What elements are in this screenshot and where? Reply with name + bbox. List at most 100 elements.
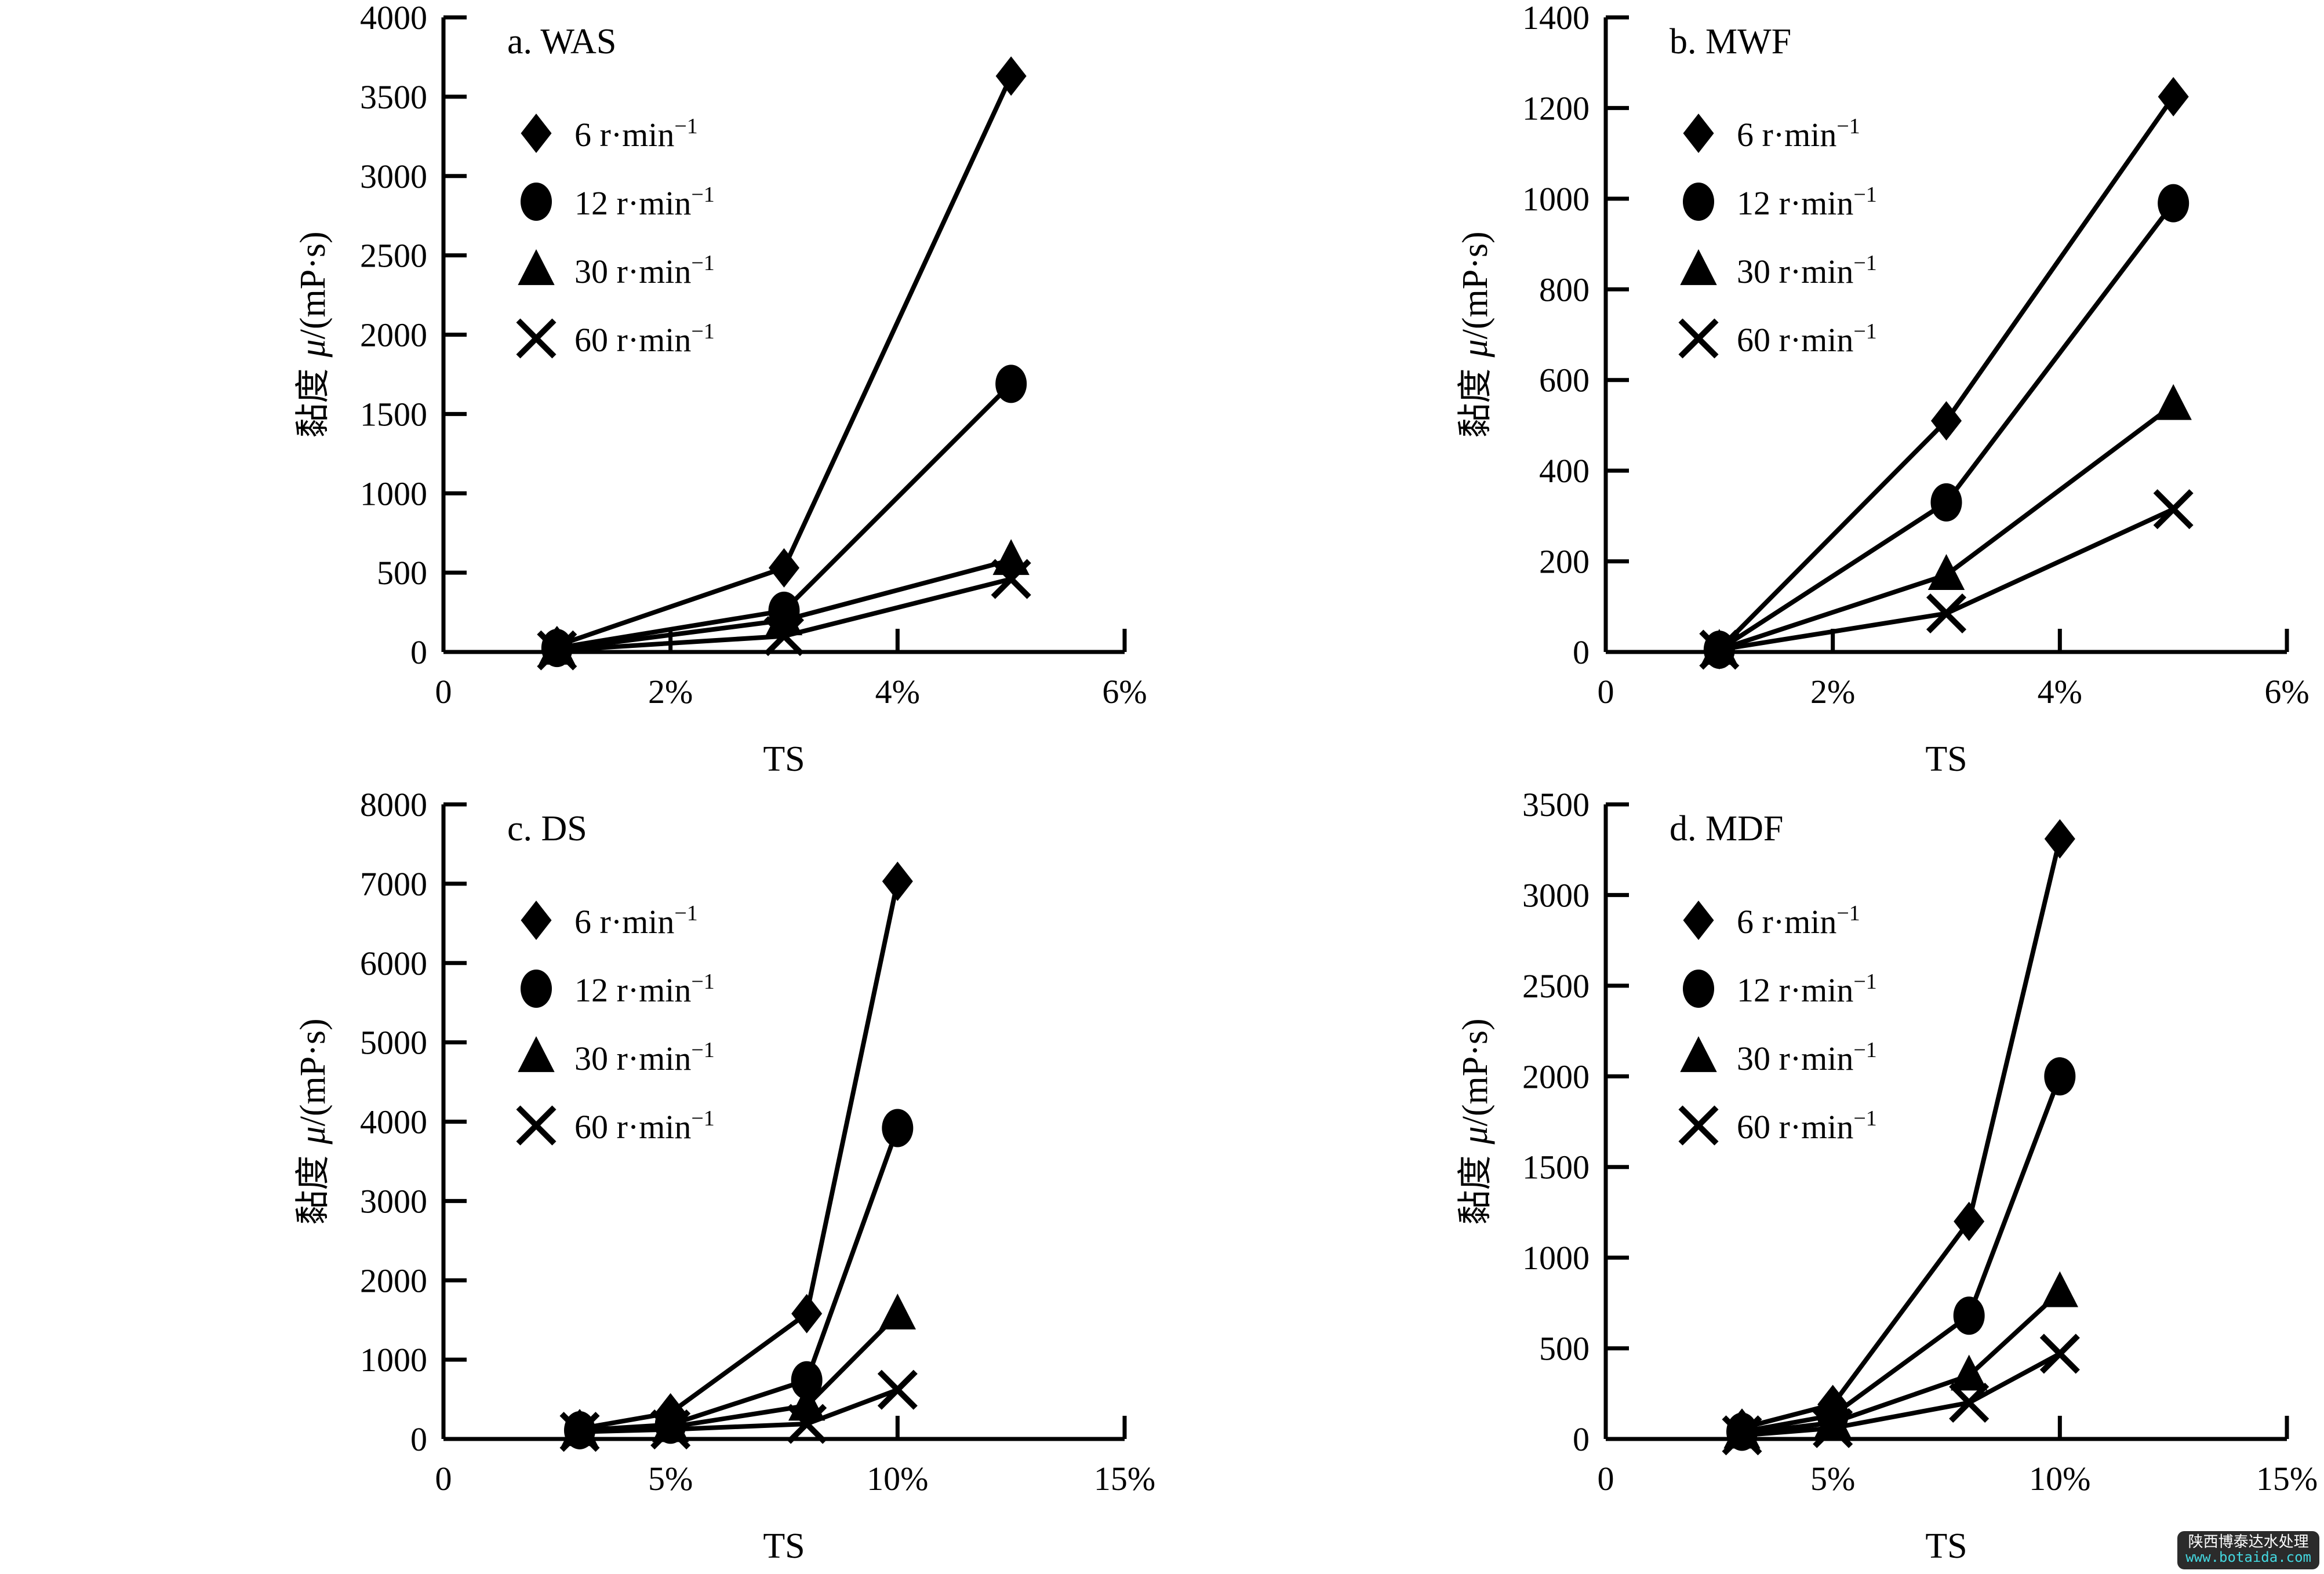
- diamond-marker: [2158, 76, 2189, 116]
- diamond-marker: [882, 861, 913, 901]
- panel-title: c. DS: [507, 809, 587, 848]
- diamond-marker: [1930, 401, 1962, 441]
- cross-marker: [991, 559, 1031, 599]
- panel-b: 0 200 400 600 800 1000 1200 1400 0 2% 4% 6% TS 黏度 μ/(…: [1162, 0, 2324, 787]
- y-axis-title-cn: 黏度: [1455, 358, 1496, 438]
- y-tick-label: 1000: [1522, 1239, 1590, 1277]
- y-tick-label: 4000: [360, 0, 427, 37]
- legend-label-text: 30 r·min: [574, 253, 691, 290]
- legend-circle-marker: [1683, 183, 1714, 221]
- y-axis-title: 黏度 μ/(mP·s): [1455, 1018, 1496, 1225]
- y-tick-label: 0: [410, 1420, 427, 1458]
- cross-marker: [1926, 593, 1967, 634]
- legend-label: 6 r·min−1: [574, 901, 698, 941]
- panel-title: d. MDF: [1670, 809, 1783, 848]
- cross-marker: [2153, 489, 2194, 530]
- y-tick-label: 1200: [1522, 89, 1590, 127]
- series-line-cross: [1741, 1351, 2061, 1438]
- legend-label-exponent: −1: [691, 1038, 714, 1062]
- legend-label-exponent: −1: [691, 319, 714, 344]
- panel-a: 0 500 1000 1500 2000 2500 3000 3500 4000 0 2% 4% 6% T…: [0, 0, 1162, 787]
- y-axis-title-text: 黏度 μ/(mP·s): [1455, 1018, 1496, 1225]
- triangle-marker: [1814, 1401, 1852, 1438]
- watermark-company: 陕西博泰达水处理: [2188, 1533, 2309, 1551]
- legend-triangle-marker: [518, 249, 555, 285]
- y-tick-label: 6000: [360, 945, 427, 982]
- legend-label-text: 6 r·min: [1737, 903, 1836, 941]
- x-axis-title: TS: [1925, 1526, 1967, 1566]
- y-tick-label: 5000: [360, 1024, 427, 1062]
- legend-diamond-marker: [521, 114, 552, 153]
- series-line-circle: [1741, 1075, 2063, 1434]
- x-tick-label: 0: [1598, 1460, 1614, 1498]
- legend-cross-marker: [1678, 1105, 1719, 1146]
- legend-circle-marker: [521, 183, 552, 221]
- triangle-marker: [1723, 1412, 1761, 1449]
- legend-label-exponent: −1: [1836, 901, 1860, 926]
- legend-label: 12 r·min−1: [574, 183, 715, 222]
- x-tick-label: 2%: [648, 673, 693, 711]
- legend-label-exponent: −1: [1853, 970, 1876, 994]
- cross-marker: [1699, 629, 1740, 670]
- y-axis-title: 黏度 μ/(mP·s): [293, 1018, 333, 1225]
- triangle-marker: [1927, 554, 1965, 590]
- legend-label-exponent: −1: [674, 901, 697, 926]
- cross-marker: [763, 616, 805, 657]
- cross-marker: [537, 630, 577, 671]
- circle-marker: [2044, 1057, 2076, 1096]
- x-tick-label: 10%: [2029, 1460, 2090, 1498]
- legend-label-text: 6 r·min: [574, 116, 674, 154]
- x-tick-label: 15%: [2256, 1460, 2318, 1498]
- legend-label-text: 30 r·min: [1737, 1040, 1853, 1077]
- x-axis-title: TS: [1925, 739, 1967, 779]
- y-tick-label: 200: [1539, 543, 1590, 581]
- y-tick-label: 3000: [1522, 876, 1590, 914]
- diamond-marker: [995, 56, 1027, 96]
- y-tick-label: 2000: [360, 316, 427, 354]
- y-tick-label: 400: [1539, 452, 1590, 490]
- x-tick-label: 5%: [648, 1460, 693, 1498]
- legend-label-text: 6 r·min: [1737, 116, 1836, 154]
- series-line-circle: [579, 1127, 900, 1433]
- cross-marker: [2039, 1333, 2080, 1374]
- circle-marker: [995, 365, 1027, 403]
- y-tick-label: 2000: [360, 1262, 427, 1299]
- diamond-marker: [791, 1294, 823, 1333]
- y-axis-title-symbol: μ: [1456, 339, 1495, 358]
- panel-title: a. WAS: [507, 22, 616, 61]
- legend-label: 30 r·min−1: [1737, 251, 1877, 290]
- legend-diamond-marker: [521, 901, 552, 940]
- series-line-diamond: [579, 880, 900, 1431]
- circle-marker: [791, 1361, 823, 1400]
- legend-label: 30 r·min−1: [574, 251, 715, 290]
- legend-cross-marker: [516, 1105, 557, 1146]
- x-axis-title: TS: [763, 1526, 805, 1566]
- legend-label-text: 30 r·min: [574, 1040, 691, 1077]
- legend-circle-marker: [521, 970, 552, 1008]
- y-tick-label: 3000: [360, 1182, 427, 1220]
- y-tick-label: 500: [377, 554, 427, 592]
- circle-marker: [1953, 1296, 1985, 1335]
- cross-marker: [1722, 1415, 1762, 1456]
- legend-circle-marker: [1683, 970, 1714, 1008]
- y-axis-title-unit: /(mP·s): [1456, 231, 1495, 339]
- legend-label-text: 60 r·min: [574, 321, 691, 359]
- legend-label-text: 6 r·min: [574, 903, 674, 941]
- series-line-triangle: [579, 1313, 900, 1434]
- legend-label: 60 r·min−1: [574, 1106, 715, 1146]
- legend-label-text: 60 r·min: [574, 1108, 691, 1146]
- y-tick-label: 4000: [360, 1103, 427, 1141]
- y-tick-label: 3000: [360, 158, 427, 195]
- legend-label: 6 r·min−1: [1737, 901, 1860, 941]
- legend-label: 30 r·min−1: [574, 1038, 715, 1077]
- legend-label-exponent: −1: [691, 970, 714, 994]
- legend-label-exponent: −1: [1853, 251, 1876, 275]
- legend-label: 60 r·min−1: [574, 319, 715, 359]
- y-tick-label: 2500: [1522, 967, 1590, 1005]
- legend-label-exponent: −1: [691, 251, 714, 275]
- diamond-marker: [1954, 1201, 1985, 1241]
- legend-label-exponent: −1: [1836, 114, 1860, 139]
- legend-label-text: 30 r·min: [1737, 253, 1853, 290]
- legend-label: 30 r·min−1: [1737, 1038, 1877, 1077]
